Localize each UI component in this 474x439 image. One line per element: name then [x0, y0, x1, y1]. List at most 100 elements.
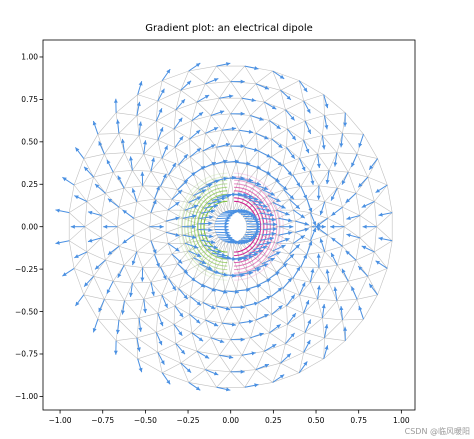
arrow-head: [310, 180, 315, 185]
gradient-arrow: [333, 152, 338, 167]
gradient-arrow: [300, 254, 308, 268]
arrow-head: [151, 157, 155, 162]
arrow-head: [159, 224, 164, 229]
arrow-head: [131, 188, 136, 193]
arrow-head: [240, 305, 245, 310]
gradient-arrow: [182, 214, 197, 219]
arrow-head: [138, 81, 143, 86]
arrow-head: [291, 135, 296, 141]
potential-contour: [177, 172, 228, 281]
arrow-head: [324, 103, 329, 109]
arrow-head: [331, 237, 336, 242]
gradient-arrow: [351, 153, 358, 168]
arrow-head: [324, 345, 329, 350]
arrow-head: [92, 328, 97, 333]
gradient-arrow: [306, 198, 313, 213]
gradient-arrow: [292, 174, 301, 188]
gradient-arrow: [117, 265, 125, 279]
y-tick-label: −0.25: [15, 265, 38, 274]
arrow-head: [192, 235, 197, 239]
gradient-arrow: [202, 302, 216, 310]
arrow-head: [122, 239, 127, 244]
gradient-arrow: [129, 156, 133, 171]
axes-background: [43, 40, 415, 410]
arrow-head: [208, 227, 213, 232]
gradient-arrow: [117, 175, 125, 189]
gradient-arrow: [167, 242, 180, 252]
arrow-head: [290, 154, 295, 159]
gradient-arrow: [331, 237, 343, 247]
gradient-arrow: [316, 154, 321, 169]
gradient-arrow: [137, 81, 143, 95]
arrow-head: [221, 253, 226, 257]
arrow-head: [95, 265, 100, 270]
gradient-arrow: [175, 343, 186, 355]
gradient-arrow: [218, 235, 233, 240]
arrow-head: [224, 224, 229, 229]
gradient-arrow: [198, 227, 213, 232]
arrow-head: [278, 143, 283, 148]
arrow-head: [166, 69, 171, 74]
gradient-arrow: [276, 180, 288, 191]
arrow-head: [279, 74, 285, 79]
arrow-head: [321, 304, 326, 309]
gradient-arrow: [225, 159, 240, 164]
gradient-arrow: [339, 306, 344, 321]
arrow-head: [234, 159, 239, 164]
gradient-arrow: [368, 158, 378, 171]
arrow-head: [224, 221, 229, 226]
gradient-arrow: [184, 204, 199, 211]
arrow-head: [256, 181, 261, 186]
gradient-arrow: [249, 199, 264, 205]
arrow-head: [345, 250, 350, 255]
arrow-head: [251, 212, 256, 217]
arrow-head: [178, 331, 183, 336]
gradient-arrow: [299, 158, 306, 172]
arrow-head: [362, 224, 367, 229]
gradient-arrow: [219, 354, 234, 359]
arrow-head: [179, 136, 184, 141]
gradient-arrow: [255, 132, 269, 140]
arrow-head: [200, 166, 206, 170]
arrow-head: [263, 263, 269, 268]
gradient-arrow: [272, 202, 286, 209]
arrow-head: [84, 282, 89, 287]
gradient-arrow: [205, 78, 219, 85]
gradient-arrow: [247, 284, 262, 290]
arrow-head: [271, 231, 276, 236]
arrow-head: [339, 306, 344, 311]
gradient-arrow: [165, 231, 180, 237]
arrow-head: [316, 222, 321, 227]
gradient-arrow: [330, 187, 338, 201]
arrow-head: [213, 322, 219, 327]
gradient-arrow: [94, 183, 106, 194]
arrow-head: [256, 284, 261, 289]
arrow-head: [290, 116, 295, 121]
arrow-head: [266, 170, 271, 175]
arrow-head: [270, 191, 275, 196]
arrow-head: [74, 254, 79, 258]
gradient-arrow: [107, 245, 120, 256]
gradient-arrow: [351, 286, 358, 300]
gradient-arrow: [188, 381, 201, 391]
x-tick-label: 1.00: [393, 416, 410, 425]
arrow-head: [248, 271, 253, 276]
arrow-head: [186, 80, 192, 85]
arrow-head: [226, 233, 231, 238]
arrow-head: [225, 142, 231, 147]
gradient-arrow: [201, 209, 216, 214]
arrow-head: [106, 159, 111, 165]
gradient-arrow: [345, 250, 357, 261]
gradient-arrow: [246, 227, 261, 232]
gradient-arrow: [216, 142, 231, 148]
arrow-head: [375, 188, 380, 193]
gradient-arrow: [191, 111, 204, 121]
gradient-arrow: [357, 176, 369, 188]
arrow-head: [351, 286, 355, 291]
arrow-head: [223, 289, 228, 294]
arrow-head: [228, 235, 233, 240]
gradient-arrow: [137, 358, 143, 373]
arrow-head: [248, 194, 253, 199]
arrow-head: [172, 162, 176, 168]
arrow-head: [201, 189, 207, 194]
